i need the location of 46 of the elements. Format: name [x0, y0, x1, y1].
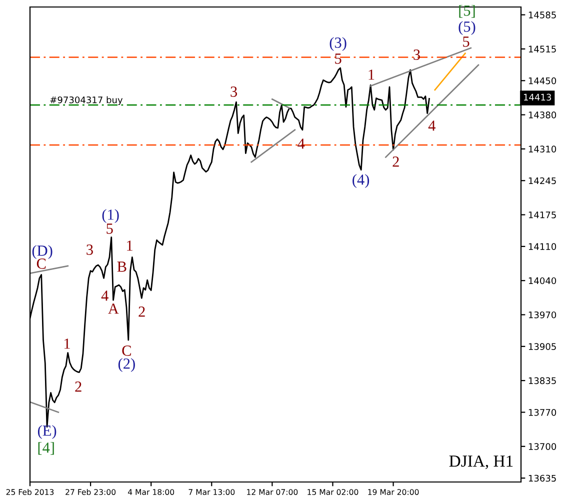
annotation: 1	[64, 338, 70, 349]
y-tick-label: 14380	[528, 112, 556, 118]
y-tick-label: 14310	[528, 146, 556, 152]
y-tick-label: 14450	[528, 77, 556, 84]
annotation: (5)	[458, 21, 476, 35]
annotation: (4)	[352, 174, 370, 188]
annotation: [5]	[459, 5, 475, 18]
annotation: (D)	[32, 245, 52, 259]
annotation: 5	[335, 54, 342, 64]
annotation: 1	[127, 240, 132, 251]
annotation: 5	[106, 224, 113, 234]
y-tick-label: 13635	[528, 474, 556, 482]
annotation: 2	[392, 156, 399, 167]
y-tick-label: 14175	[528, 212, 556, 218]
y-tick-label: 13700	[528, 443, 556, 450]
annotation: C	[36, 258, 46, 269]
ref-line-label: #97304317 buy	[50, 96, 123, 106]
annotation: (1)	[102, 209, 119, 223]
y-tick-label: 14585	[528, 12, 556, 18]
text: 14413	[524, 94, 551, 101]
y-tick-label: 14515	[528, 46, 556, 52]
annotation: 3	[86, 244, 93, 255]
annotation: 5	[463, 36, 470, 47]
annotation: 4	[101, 290, 108, 301]
annotation: (2)	[118, 358, 135, 372]
annotation: B	[117, 262, 126, 272]
y-tick-label: 14110	[528, 243, 556, 250]
annotation: 2	[138, 306, 145, 317]
annotation: (3)	[330, 37, 346, 51]
annotation: 1	[368, 70, 374, 80]
annotation: 3	[230, 86, 238, 97]
annotation: 3	[414, 50, 420, 60]
annotation: 4	[428, 120, 436, 131]
y-tick-label: 13835	[528, 377, 556, 384]
annotation: DJIA, H1	[449, 456, 513, 470]
annotation: (E)	[38, 425, 56, 439]
y-tick-label: 13905	[528, 343, 556, 350]
annotation: 4	[298, 138, 305, 149]
y-tick-label: 14245	[528, 177, 556, 184]
y-tick-label: 13770	[528, 408, 556, 416]
annotation: 2	[75, 382, 82, 392]
annotation: C	[122, 346, 131, 356]
y-tick-label: 14040	[528, 277, 556, 284]
y-tick-label: 13970	[528, 311, 556, 318]
annotation: A	[108, 304, 119, 314]
annotation: [4]	[38, 442, 54, 455]
